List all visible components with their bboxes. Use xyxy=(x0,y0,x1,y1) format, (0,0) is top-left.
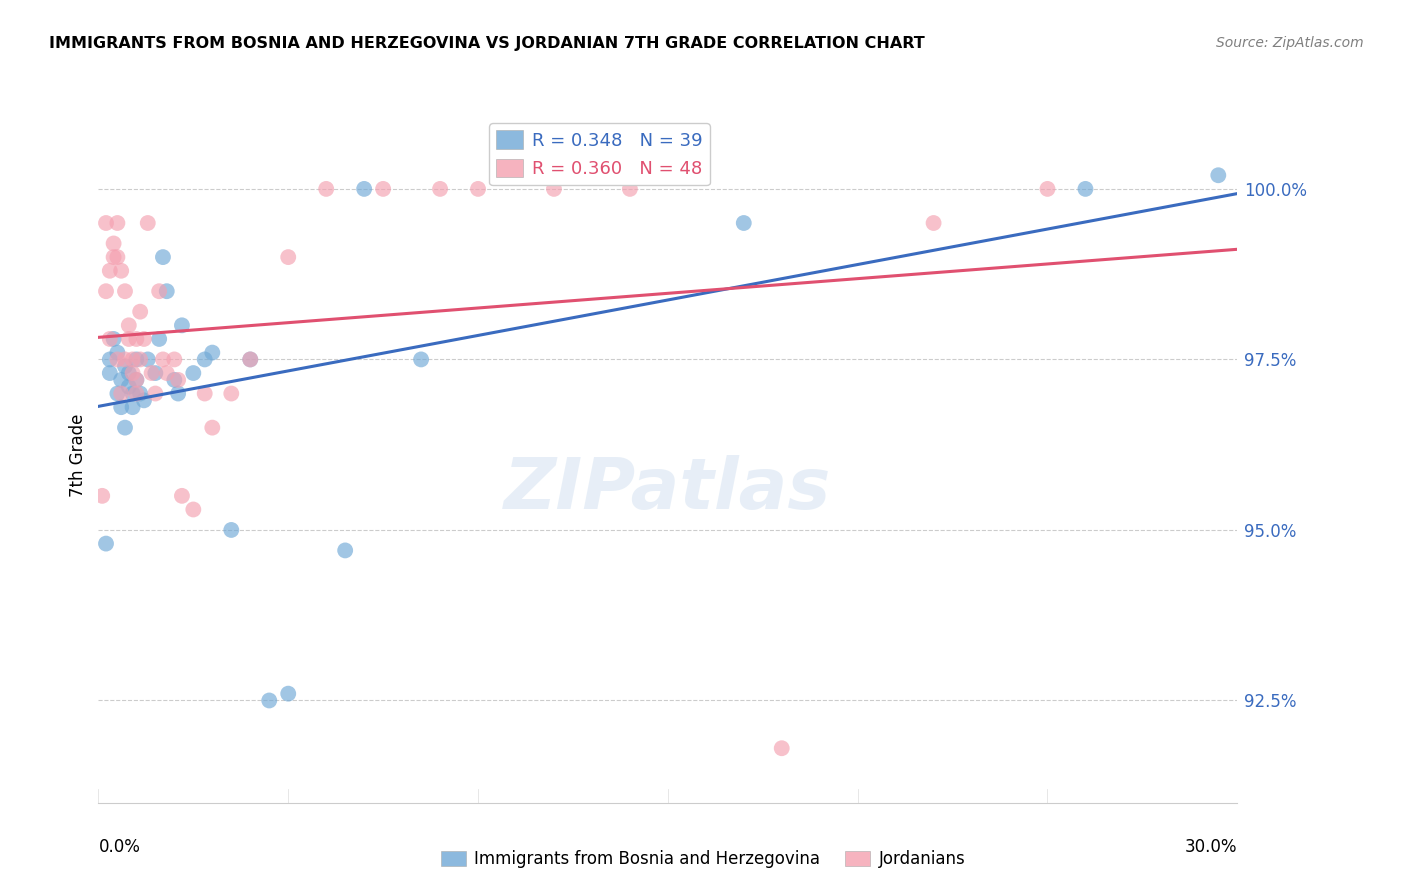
Point xyxy=(136,352,159,367)
Point xyxy=(167,373,190,387)
Point xyxy=(114,352,136,367)
Point xyxy=(163,352,186,367)
Text: ZIPatlas: ZIPatlas xyxy=(505,455,831,524)
Legend: R = 0.348   N = 39, R = 0.360   N = 48: R = 0.348 N = 39, R = 0.360 N = 48 xyxy=(489,123,710,186)
Point xyxy=(170,489,193,503)
Point xyxy=(103,236,125,251)
Point xyxy=(107,386,129,401)
Point xyxy=(110,264,132,278)
Point xyxy=(107,345,129,359)
Point xyxy=(1074,182,1097,196)
Point xyxy=(129,352,152,367)
Point xyxy=(201,345,224,359)
Point xyxy=(114,359,136,374)
Point xyxy=(922,216,945,230)
Point xyxy=(103,332,125,346)
Point xyxy=(94,216,117,230)
Text: Source: ZipAtlas.com: Source: ZipAtlas.com xyxy=(1216,36,1364,50)
Point xyxy=(221,523,243,537)
Point xyxy=(110,400,132,414)
Point xyxy=(148,284,170,298)
Point xyxy=(411,352,433,367)
Point xyxy=(371,182,394,196)
Point xyxy=(619,182,641,196)
Point xyxy=(107,352,129,367)
Point xyxy=(163,373,186,387)
Point xyxy=(110,373,132,387)
Point xyxy=(141,366,163,380)
Point xyxy=(335,543,357,558)
Point xyxy=(118,318,141,333)
Point xyxy=(429,182,451,196)
Point xyxy=(145,366,167,380)
Point xyxy=(201,420,224,434)
Point xyxy=(1036,182,1059,196)
Point xyxy=(543,182,565,196)
Point xyxy=(121,386,143,401)
Point xyxy=(152,352,174,367)
Point xyxy=(353,182,375,196)
Point xyxy=(125,373,148,387)
Point xyxy=(129,386,152,401)
Point xyxy=(467,182,489,196)
Point xyxy=(107,250,129,264)
Point xyxy=(1208,168,1230,182)
Point xyxy=(148,332,170,346)
Point xyxy=(125,386,148,401)
Text: 0.0%: 0.0% xyxy=(98,838,141,856)
Point xyxy=(98,332,121,346)
Point xyxy=(125,352,148,367)
Point xyxy=(91,489,114,503)
Point xyxy=(239,352,262,367)
Point xyxy=(239,352,262,367)
Text: 30.0%: 30.0% xyxy=(1185,838,1237,856)
Point xyxy=(118,380,141,394)
Point xyxy=(315,182,337,196)
Point xyxy=(114,284,136,298)
Point xyxy=(94,536,117,550)
Point xyxy=(277,687,299,701)
Point xyxy=(129,304,152,318)
Point xyxy=(94,284,117,298)
Point xyxy=(194,386,217,401)
Point xyxy=(136,216,159,230)
Point xyxy=(770,741,793,756)
Point xyxy=(733,216,755,230)
Y-axis label: 7th Grade: 7th Grade xyxy=(69,413,87,497)
Point xyxy=(152,250,174,264)
Point xyxy=(118,332,141,346)
Point xyxy=(167,386,190,401)
Point xyxy=(132,332,155,346)
Point xyxy=(121,366,143,380)
Point xyxy=(107,216,129,230)
Point xyxy=(118,366,141,380)
Point xyxy=(98,264,121,278)
Point xyxy=(121,400,143,414)
Point xyxy=(98,366,121,380)
Point xyxy=(125,332,148,346)
Point xyxy=(132,393,155,408)
Point xyxy=(145,386,167,401)
Point xyxy=(103,250,125,264)
Point xyxy=(221,386,243,401)
Point xyxy=(121,352,143,367)
Point xyxy=(114,420,136,434)
Point xyxy=(170,318,193,333)
Point xyxy=(183,366,205,380)
Point xyxy=(156,366,179,380)
Point xyxy=(98,352,121,367)
Point xyxy=(277,250,299,264)
Point xyxy=(110,386,132,401)
Point xyxy=(259,693,281,707)
Point xyxy=(194,352,217,367)
Legend: Immigrants from Bosnia and Herzegovina, Jordanians: Immigrants from Bosnia and Herzegovina, … xyxy=(434,844,972,875)
Point xyxy=(125,373,148,387)
Point xyxy=(183,502,205,516)
Point xyxy=(156,284,179,298)
Text: IMMIGRANTS FROM BOSNIA AND HERZEGOVINA VS JORDANIAN 7TH GRADE CORRELATION CHART: IMMIGRANTS FROM BOSNIA AND HERZEGOVINA V… xyxy=(49,36,925,51)
